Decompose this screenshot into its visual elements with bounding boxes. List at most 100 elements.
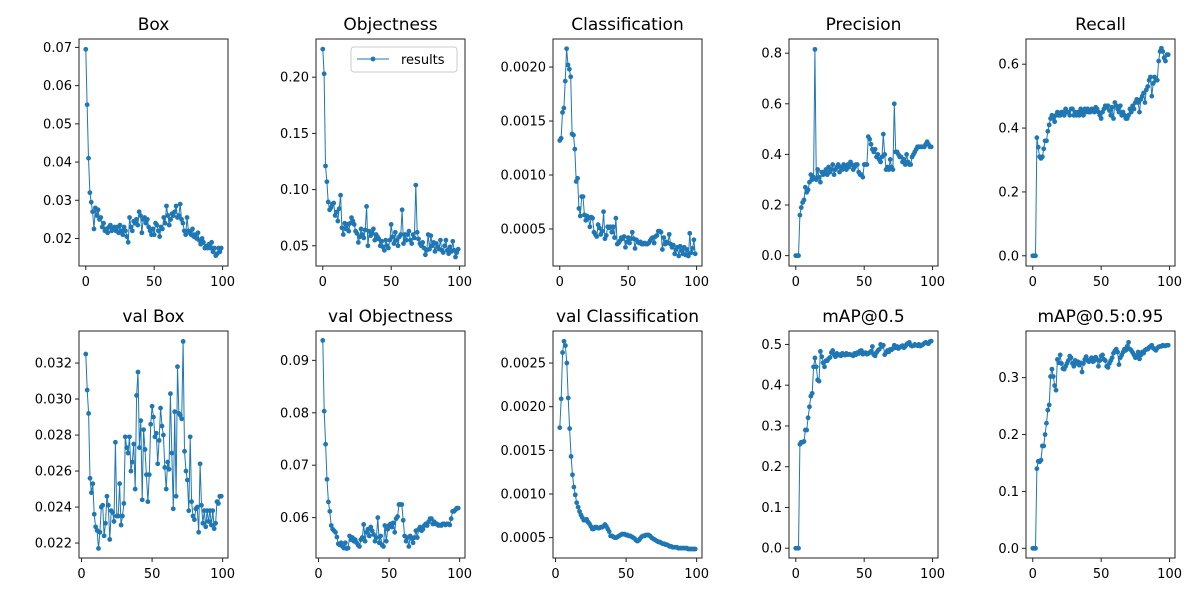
data-point [805, 415, 811, 421]
data-point [1156, 58, 1162, 64]
data-point [587, 224, 593, 230]
data-point [403, 237, 409, 243]
data-point [1100, 352, 1105, 358]
data-point [162, 220, 168, 226]
data-point [345, 545, 351, 551]
data-point [568, 454, 574, 459]
y-tick-label: 0.0010 [501, 169, 547, 184]
data-point [138, 213, 143, 218]
data-point [571, 484, 577, 490]
data-point [194, 504, 200, 510]
data-point [880, 131, 886, 137]
data-point [890, 167, 896, 172]
data-point [336, 206, 342, 212]
data-point [104, 493, 110, 499]
data-point [928, 144, 934, 150]
data-point [321, 71, 327, 77]
data-point [574, 500, 580, 506]
data-point [416, 236, 421, 242]
data-point [334, 534, 340, 540]
data-point [1035, 144, 1041, 150]
data-point [557, 425, 563, 431]
data-point [121, 501, 127, 506]
y-tick-label: 0.07 [280, 459, 309, 474]
data-point [414, 229, 420, 235]
data-point [128, 468, 134, 474]
data-point [1111, 116, 1116, 121]
data-point [131, 441, 137, 447]
data-point [1105, 103, 1111, 109]
y-tick-label: 0.030 [35, 393, 72, 408]
data-point [158, 405, 163, 411]
y-tick-label: 0.0 [998, 249, 1019, 264]
data-point [414, 535, 420, 540]
data-point [383, 237, 389, 243]
data-point [383, 538, 389, 544]
data-point [91, 511, 97, 517]
series-line [1032, 340, 1169, 549]
x-tick-label: 100 [447, 567, 472, 582]
data-point [165, 459, 171, 465]
subplot-title: mAP@0.5 [822, 307, 904, 327]
x-tick-label: 50 [856, 275, 873, 290]
data-point [207, 245, 213, 251]
data-point [386, 245, 391, 251]
data-point [797, 212, 803, 218]
data-point [325, 199, 331, 205]
data-point [366, 533, 372, 539]
data-point [144, 216, 150, 222]
data-point [429, 516, 434, 522]
data-point [150, 226, 156, 232]
data-point [807, 404, 812, 410]
data-point [107, 537, 113, 542]
data-point [180, 339, 186, 344]
y-tick-label: 0.09 [280, 354, 309, 369]
data-point [691, 237, 697, 243]
x-tick-label: 0 [314, 567, 322, 582]
data-point [575, 504, 581, 510]
data-point [818, 179, 823, 185]
data-point [389, 524, 395, 530]
y-tick-label: 0.0 [761, 542, 782, 557]
data-point [685, 253, 691, 259]
data-point [1042, 432, 1048, 437]
data-point [1116, 109, 1122, 115]
data-point [168, 216, 174, 222]
data-point [155, 228, 161, 234]
y-tick-label: 0.1 [998, 485, 1019, 500]
data-point [427, 246, 432, 252]
series-line [795, 340, 932, 549]
y-tick-label: 0.03 [43, 194, 72, 209]
data-point [390, 234, 395, 240]
subplot-0: Box 0.02 0.03 0.04 0.05 0.06 0.07 0 50 100 [43, 15, 235, 290]
data-point [125, 450, 131, 456]
x-tick-label: 0 [82, 275, 90, 290]
x-tick-label: 100 [210, 275, 235, 290]
data-point [90, 481, 96, 487]
y-tick-label: 0.06 [43, 79, 72, 94]
data-point [558, 135, 564, 141]
data-point [323, 441, 328, 447]
y-tick-label: 0.0015 [501, 115, 547, 130]
data-point [1141, 90, 1146, 96]
series-line [795, 49, 932, 257]
series-line [559, 48, 696, 257]
data-point [868, 141, 874, 147]
data-point [211, 526, 217, 532]
data-point [156, 438, 162, 443]
y-tick-label: 0.026 [35, 465, 72, 480]
data-point [672, 251, 678, 257]
x-tick-label: 100 [920, 275, 945, 290]
data-point [324, 476, 330, 482]
data-point [111, 519, 117, 524]
x-tick-label: 100 [210, 567, 235, 582]
y-tick-label: 0.08 [280, 406, 309, 421]
data-point [117, 481, 123, 487]
data-point [387, 237, 393, 243]
data-point [87, 475, 93, 481]
data-point [398, 232, 404, 237]
data-point [453, 254, 458, 260]
y-tick-label: 0.0 [761, 249, 782, 264]
data-point [570, 472, 575, 478]
